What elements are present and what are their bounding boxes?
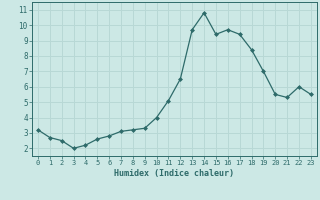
- X-axis label: Humidex (Indice chaleur): Humidex (Indice chaleur): [115, 169, 234, 178]
